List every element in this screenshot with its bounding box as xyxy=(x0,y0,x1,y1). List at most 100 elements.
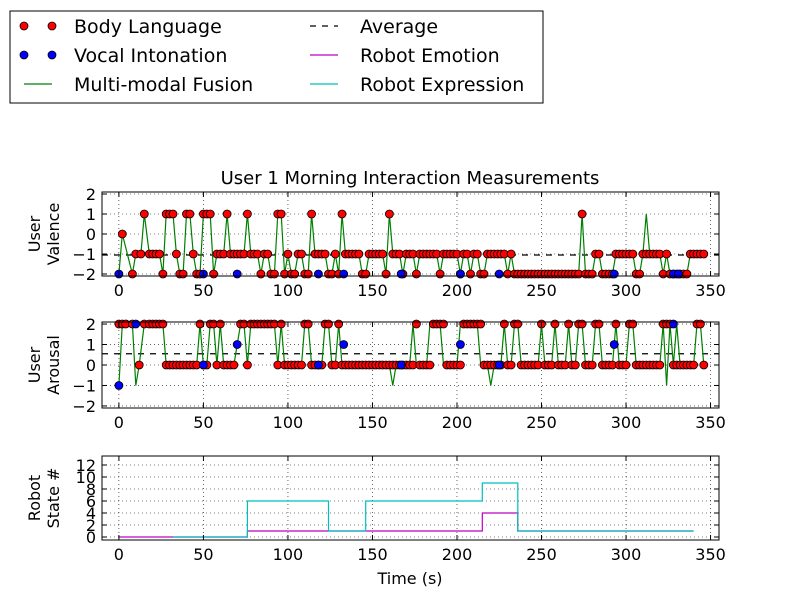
plot-area xyxy=(102,456,719,540)
data-point xyxy=(513,319,523,329)
y-tick-label: −2 xyxy=(72,265,96,284)
y-tick-label: −2 xyxy=(72,397,96,416)
y-tick-label: 1 xyxy=(86,205,96,224)
data-point xyxy=(198,360,208,370)
data-point xyxy=(334,319,344,329)
data-point xyxy=(330,249,340,259)
axes-frame xyxy=(101,455,720,541)
data-point xyxy=(494,360,504,370)
x-tick-label: 150 xyxy=(357,281,388,300)
data-point xyxy=(232,269,242,279)
data-point xyxy=(689,360,698,370)
data-point xyxy=(337,209,347,219)
legend-label: Vocal Intonation xyxy=(74,45,227,67)
legend-marker xyxy=(47,50,57,60)
y-tick-label: 8 xyxy=(86,480,96,499)
data-point xyxy=(476,319,486,329)
data-point xyxy=(324,319,333,329)
legend-label: Body Language xyxy=(74,16,222,38)
x-tick-label: 100 xyxy=(273,281,304,300)
data-point xyxy=(136,249,146,259)
data-point xyxy=(117,229,127,239)
data-point xyxy=(384,209,394,219)
data-point xyxy=(662,249,671,259)
data-point xyxy=(215,319,225,329)
data-point xyxy=(455,340,465,349)
legend-label: Robot Emotion xyxy=(360,45,500,67)
data-point xyxy=(139,209,149,219)
x-tick-label: 150 xyxy=(357,545,388,564)
data-point xyxy=(171,249,181,259)
data-point xyxy=(263,249,273,259)
y-axis-label: UserValence xyxy=(25,203,63,266)
y-axis-label: UserArousal xyxy=(25,335,63,395)
data-point xyxy=(276,209,286,219)
data-point xyxy=(669,319,678,329)
x-tick-label: 250 xyxy=(526,413,557,432)
data-point xyxy=(594,319,604,329)
data-point xyxy=(158,269,168,279)
legend-frame xyxy=(9,10,544,104)
data-point xyxy=(297,360,306,370)
data-point xyxy=(297,249,306,259)
data-point xyxy=(195,319,205,329)
legend-marker xyxy=(19,50,29,60)
data-point xyxy=(682,269,692,279)
data-point xyxy=(242,209,252,219)
data-point xyxy=(499,319,509,329)
legend-label: Multi-modal Fusion xyxy=(74,74,253,96)
data-point xyxy=(494,269,504,279)
x-tick-label: 200 xyxy=(442,545,473,564)
legend-marker xyxy=(19,21,29,31)
data-point xyxy=(290,269,300,279)
x-tick-label: 300 xyxy=(611,281,642,300)
x-tick-label: 50 xyxy=(193,281,213,300)
legend-item: Average xyxy=(310,16,438,38)
x-tick-label: 0 xyxy=(114,413,124,432)
data-point xyxy=(134,360,144,370)
x-tick-label: 300 xyxy=(611,545,642,564)
legend-item: Robot Emotion xyxy=(310,45,500,67)
data-point xyxy=(339,269,349,279)
data-point xyxy=(674,269,683,279)
y-tick-label: 0 xyxy=(86,225,96,244)
data-point xyxy=(411,319,421,329)
legend-item: Robot Expression xyxy=(310,74,524,96)
data-point xyxy=(303,319,313,329)
data-point xyxy=(178,269,188,279)
y-tick-label: −1 xyxy=(72,245,96,264)
x-tick-label: 200 xyxy=(442,281,473,300)
x-tick-label: 200 xyxy=(442,413,473,432)
x-tick-label: 100 xyxy=(273,545,304,564)
data-point xyxy=(361,269,371,279)
data-point xyxy=(205,209,215,219)
data-point xyxy=(570,360,580,370)
x-tick-label: 350 xyxy=(695,413,726,432)
data-point xyxy=(229,360,239,370)
data-point xyxy=(354,249,364,259)
series-line xyxy=(173,482,694,538)
data-point xyxy=(396,269,406,279)
y-tick-label: 2 xyxy=(86,516,96,535)
data-point xyxy=(609,269,619,279)
data-point xyxy=(307,209,317,219)
data-point xyxy=(188,249,198,259)
legend-label: Average xyxy=(360,16,438,38)
x-tick-label: 350 xyxy=(695,545,726,564)
y-tick-label: 0 xyxy=(86,356,96,375)
data-point xyxy=(232,340,242,349)
data-point xyxy=(155,249,164,259)
data-point xyxy=(411,269,421,279)
data-point xyxy=(587,360,597,370)
legend-label: Robot Expression xyxy=(360,74,524,96)
data-point xyxy=(378,249,388,259)
x-tick-label: 50 xyxy=(193,413,213,432)
data-point xyxy=(696,319,705,329)
data-point xyxy=(425,360,435,370)
data-point xyxy=(577,209,587,219)
data-point xyxy=(339,340,349,349)
data-point xyxy=(439,319,448,329)
data-point xyxy=(609,340,619,349)
